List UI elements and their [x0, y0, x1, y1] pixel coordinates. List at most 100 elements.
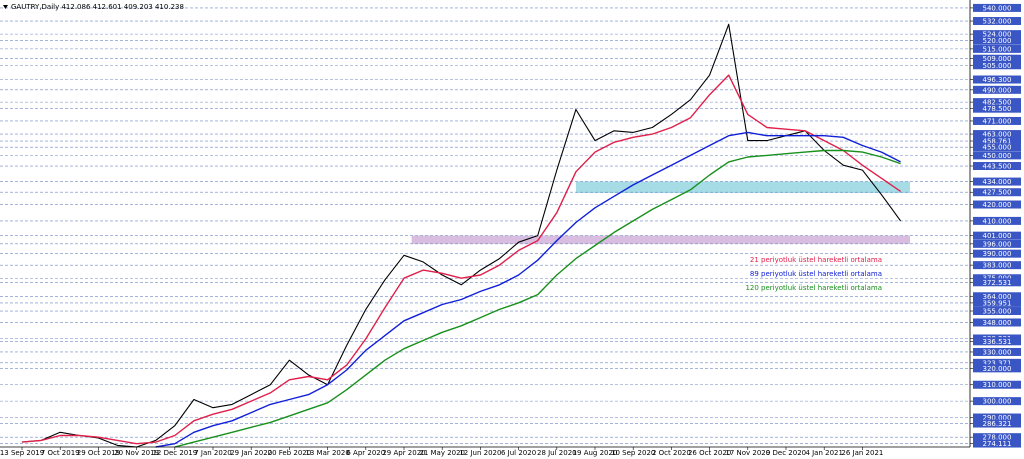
y-tick-label: 323.371 — [983, 359, 1012, 367]
y-tick-label: 401.000 — [983, 232, 1012, 240]
y-tick-label: 286.321 — [983, 420, 1012, 428]
y-tick-label: 463.000 — [983, 131, 1012, 139]
zones — [411, 181, 910, 244]
x-tick-label: 19 Aug 2020 — [573, 449, 618, 457]
tick-label-box — [973, 231, 1021, 240]
y-tick-label: 443.500 — [983, 163, 1012, 171]
tick-label-box — [973, 433, 1021, 442]
y-tick-label: 355.000 — [983, 308, 1012, 316]
tick-label-box — [973, 413, 1021, 422]
tick-label-box — [973, 177, 1021, 186]
tick-label-box — [973, 278, 1021, 287]
x-tick-label: 12 Jun 2020 — [459, 449, 501, 457]
y-tick-label: 524.000 — [983, 31, 1012, 39]
x-tick-label: 9 Dec 2020 — [766, 449, 806, 457]
tick-label-box — [973, 137, 1021, 146]
tick-label-box — [973, 98, 1021, 107]
tick-label-box — [973, 75, 1021, 84]
tick-label-box — [973, 116, 1021, 125]
tick-label-box — [973, 162, 1021, 171]
y-tick-label: 396.000 — [983, 240, 1012, 248]
tick-label-box — [973, 274, 1021, 283]
y-tick-label: 450.000 — [983, 152, 1012, 160]
zone — [411, 235, 910, 244]
y-tick-label: 320.000 — [983, 365, 1012, 373]
y-tick-label: 478.500 — [983, 105, 1012, 113]
y-tick-label: 434.000 — [983, 178, 1012, 186]
tick-label-box — [973, 216, 1021, 225]
y-tick-label: 310.000 — [983, 381, 1012, 389]
y-tick-label: 505.000 — [983, 62, 1012, 70]
legend-entry: 89 periyotluk üstel hareketli ortalama — [750, 270, 882, 278]
legend-entry: 21 periyotluk üstel hareketli ortalama — [750, 256, 882, 264]
tick-label-box — [973, 188, 1021, 197]
y-tick-label: 458.761 — [983, 138, 1012, 146]
x-tick-label: 7 Jan 2020 — [194, 449, 232, 457]
tick-label-box — [973, 337, 1021, 346]
y-tick-label: 348.000 — [983, 319, 1012, 327]
tick-label-box — [973, 54, 1021, 63]
y-tick-label: 427.500 — [983, 189, 1012, 197]
tick-label-box — [973, 298, 1021, 307]
x-tick-label: 20 Feb 2020 — [268, 449, 312, 457]
lines — [21, 23, 902, 448]
y-tick-label: 336.531 — [983, 338, 1012, 346]
x-tick-label: 4 Jan 2021 — [805, 449, 843, 457]
tick-label-box — [973, 200, 1021, 209]
tick-label-box — [973, 364, 1021, 373]
x-tick-label: 13 Sep 2019 — [0, 449, 44, 457]
chart-title: GAUTRY,Daily 412.086 412.601 409.203 410… — [11, 3, 184, 11]
menu-icon — [3, 5, 8, 9]
series-line — [21, 74, 901, 445]
y-tick-label: 471.000 — [983, 117, 1012, 125]
x-tick-label: 26 Oct 2020 — [688, 449, 731, 457]
x-tick-label: 17 Nov 2020 — [725, 449, 770, 457]
tick-label-box — [973, 347, 1021, 356]
tick-label-box — [973, 239, 1021, 248]
tick-label-box — [973, 380, 1021, 389]
y-tick-label: 390.000 — [983, 250, 1012, 258]
tick-label-box — [973, 30, 1021, 39]
y-tick-label: 300.000 — [983, 398, 1012, 406]
y-tick-label: 482.500 — [983, 99, 1012, 107]
x-tick-label: 21 May 2020 — [419, 449, 465, 457]
tick-label-box — [973, 44, 1021, 53]
x-tick-label: 13 Mar 2020 — [305, 449, 349, 457]
x-tick-label: 29 Apr 2020 — [382, 449, 425, 457]
y-tick-label: 509.000 — [983, 55, 1012, 63]
tick-label-box — [973, 143, 1021, 152]
x-tick-label: 6 Apr 2020 — [346, 449, 385, 457]
y-tick-label: 515.000 — [983, 45, 1012, 53]
tick-label-box — [973, 439, 1021, 448]
tick-label-box — [973, 318, 1021, 327]
legend: 21 periyotluk üstel hareketli ortalama 89… — [745, 256, 882, 292]
tick-label-box — [973, 292, 1021, 301]
tick-label-box — [973, 130, 1021, 139]
y-tick-label: 410.000 — [983, 217, 1012, 225]
y-tick-label: 330.000 — [983, 348, 1012, 356]
x-tick-label: 2 Oct 2020 — [652, 449, 691, 457]
x-tick-label: 26 Jan 2021 — [841, 449, 883, 457]
x-tick-label: 12 Dec 2019 — [152, 449, 197, 457]
tick-label-box — [973, 3, 1021, 12]
y-tick-label: 364.000 — [983, 293, 1012, 301]
series-line — [155, 131, 901, 448]
y-tick-label: 455.000 — [983, 144, 1012, 152]
y-tick-label: 290.000 — [983, 414, 1012, 422]
tick-label-box — [973, 307, 1021, 316]
tick-label-box — [973, 397, 1021, 406]
series-line — [21, 23, 902, 448]
zone — [575, 181, 910, 194]
tick-label-box — [973, 358, 1021, 367]
tick-label-box — [973, 151, 1021, 160]
y-tick-label: 532.000 — [983, 18, 1012, 26]
x-tick-label: 7 Oct 2019 — [41, 449, 80, 457]
y-tick-label: 420.000 — [983, 201, 1012, 209]
x-tick-label: 28 Jul 2020 — [537, 449, 577, 457]
y-tick-label: 496.300 — [983, 76, 1012, 84]
x-tick-label: 29 Oct 2019 — [77, 449, 120, 457]
